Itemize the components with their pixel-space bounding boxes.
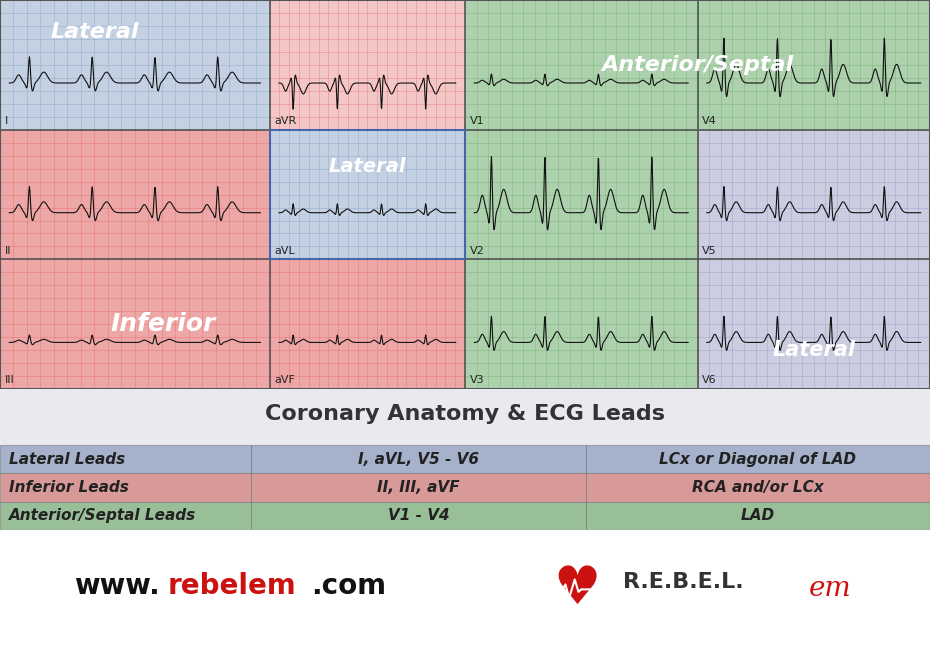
Text: Inferior Leads: Inferior Leads — [9, 480, 129, 495]
Text: aVR: aVR — [274, 116, 297, 126]
Text: Lateral Leads: Lateral Leads — [9, 452, 126, 467]
Bar — [698, 129, 930, 260]
Bar — [0, 502, 930, 530]
Bar — [0, 445, 930, 473]
Text: rebelem: rebelem — [167, 572, 296, 600]
Text: ♥: ♥ — [553, 563, 600, 615]
Text: LCx or Diagonal of LAD: LCx or Diagonal of LAD — [659, 452, 857, 467]
Bar — [465, 0, 698, 129]
Text: www.: www. — [74, 572, 160, 600]
Text: Lateral: Lateral — [328, 156, 406, 175]
Bar — [465, 129, 698, 260]
Text: R.E.B.E.L.: R.E.B.E.L. — [623, 572, 744, 592]
Text: V5: V5 — [702, 245, 717, 256]
Bar — [270, 129, 465, 260]
Bar — [0, 260, 270, 389]
Bar — [270, 129, 465, 260]
Text: II: II — [5, 245, 11, 256]
Text: I: I — [5, 116, 7, 126]
Text: aVF: aVF — [274, 375, 295, 385]
Bar — [698, 0, 930, 129]
Text: V1: V1 — [470, 116, 485, 126]
Bar — [698, 260, 930, 389]
Bar — [0, 389, 930, 445]
Bar — [0, 0, 270, 129]
Bar — [0, 473, 930, 502]
Text: Lateral: Lateral — [50, 22, 139, 43]
Text: V4: V4 — [702, 116, 717, 126]
Text: LAD: LAD — [741, 508, 775, 523]
Bar — [270, 260, 465, 389]
Text: Coronary Anatomy & ECG Leads: Coronary Anatomy & ECG Leads — [265, 404, 665, 424]
Text: Anterior/Septal: Anterior/Septal — [602, 55, 793, 75]
Bar — [465, 260, 698, 389]
Text: III: III — [5, 375, 14, 385]
Text: I, aVL, V5 - V6: I, aVL, V5 - V6 — [358, 452, 479, 467]
Text: RCA and/or LCx: RCA and/or LCx — [692, 480, 824, 495]
Text: Lateral: Lateral — [772, 340, 856, 360]
Text: V6: V6 — [702, 375, 717, 385]
Bar — [270, 0, 465, 129]
Text: Anterior/Septal Leads: Anterior/Septal Leads — [9, 508, 196, 523]
Text: V1 - V4: V1 - V4 — [388, 508, 449, 523]
Text: II, III, aVF: II, III, aVF — [378, 480, 459, 495]
Text: V2: V2 — [470, 245, 485, 256]
Text: Inferior: Inferior — [110, 312, 216, 336]
Text: V3: V3 — [470, 375, 485, 385]
Text: em: em — [809, 575, 852, 602]
Text: aVL: aVL — [274, 245, 295, 256]
Bar — [0, 129, 270, 260]
Text: .com: .com — [312, 572, 387, 600]
